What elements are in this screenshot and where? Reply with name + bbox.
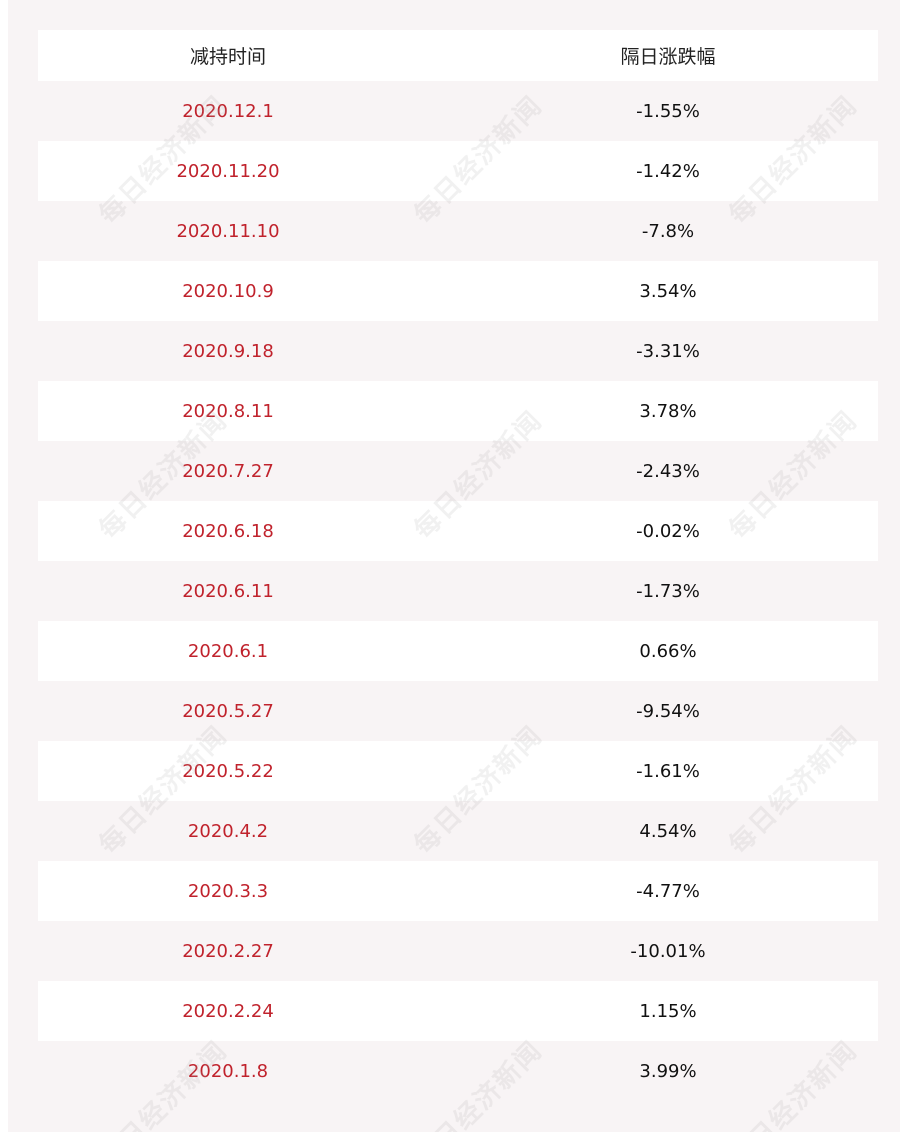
- row-date: 2020.1.8: [187, 1060, 269, 1082]
- table-row: 2020.8.11 3.78%: [38, 381, 878, 441]
- row-change: -7.8%: [641, 220, 695, 242]
- row-change: -9.54%: [636, 700, 700, 722]
- row-date: 2020.5.27: [182, 700, 274, 722]
- row-change: -1.55%: [636, 100, 700, 122]
- row-date: 2020.5.22: [182, 760, 274, 782]
- table-row: 2020.5.22 -1.61%: [38, 741, 878, 801]
- row-date: 2020.10.9: [182, 280, 274, 302]
- row-change: -2.43%: [636, 460, 700, 482]
- row-change: 1.15%: [639, 1000, 697, 1022]
- table-header-row: 减持时间 隔日涨跌幅: [38, 30, 878, 81]
- row-change: -1.61%: [636, 760, 700, 782]
- table-row: 2020.11.10 -7.8%: [38, 201, 878, 261]
- row-change: 3.78%: [639, 400, 697, 422]
- table-row: 2020.12.1 -1.55%: [38, 81, 878, 141]
- table-row: 2020.10.9 3.54%: [38, 261, 878, 321]
- row-change: 0.66%: [639, 640, 697, 662]
- table-row: 2020.6.1 0.66%: [38, 621, 878, 681]
- row-date: 2020.7.27: [182, 460, 274, 482]
- table-row: 2020.1.8 3.99%: [38, 1041, 878, 1101]
- row-change: 3.54%: [639, 280, 697, 302]
- row-date: 2020.3.3: [187, 880, 269, 902]
- row-change: -0.02%: [636, 520, 700, 542]
- table-body: 2020.12.1 -1.55% 2020.11.20 -1.42% 2020.11.1…: [38, 81, 878, 1101]
- header-date: 减持时间: [189, 46, 266, 68]
- table-row: 2020.9.18 -3.31%: [38, 321, 878, 381]
- row-date: 2020.11.10: [176, 220, 280, 242]
- table-row: 2020.6.11 -1.73%: [38, 561, 878, 621]
- row-change: -4.77%: [636, 880, 700, 902]
- row-date: 2020.9.18: [182, 340, 274, 362]
- row-date: 2020.6.11: [182, 580, 274, 602]
- table-row: 2020.5.27 -9.54%: [38, 681, 878, 741]
- table-row: 2020.7.27 -2.43%: [38, 441, 878, 501]
- row-change: -1.42%: [636, 160, 700, 182]
- row-change: -10.01%: [630, 940, 706, 962]
- table-row: 2020.2.27 -10.01%: [38, 921, 878, 981]
- row-change: 3.99%: [639, 1060, 697, 1082]
- row-date: 2020.2.24: [182, 1000, 274, 1022]
- row-change: -1.73%: [636, 580, 700, 602]
- table-row: 2020.11.20 -1.42%: [38, 141, 878, 201]
- row-change: 4.54%: [639, 820, 697, 842]
- row-date: 2020.4.2: [187, 820, 269, 842]
- table-row: 2020.4.2 4.54%: [38, 801, 878, 861]
- data-table: 减持时间 隔日涨跌幅 2020.12.1 -1.55% 2020.11.20 -1.4…: [38, 30, 878, 1101]
- row-date: 2020.2.27: [182, 940, 274, 962]
- row-date: 2020.12.1: [182, 100, 274, 122]
- table-row: 2020.3.3 -4.77%: [38, 861, 878, 921]
- row-date: 2020.11.20: [176, 160, 280, 182]
- row-change: -3.31%: [636, 340, 700, 362]
- header-change: 隔日涨跌幅: [620, 46, 716, 68]
- table-row: 2020.2.24 1.15%: [38, 981, 878, 1041]
- row-date: 2020.6.1: [187, 640, 269, 662]
- table-frame: 减持时间 隔日涨跌幅 2020.12.1 -1.55% 2020.11.20 -1.4…: [8, 0, 900, 1132]
- row-date: 2020.8.11: [182, 400, 274, 422]
- table-row: 2020.6.18 -0.02%: [38, 501, 878, 561]
- row-date: 2020.6.18: [182, 520, 274, 542]
